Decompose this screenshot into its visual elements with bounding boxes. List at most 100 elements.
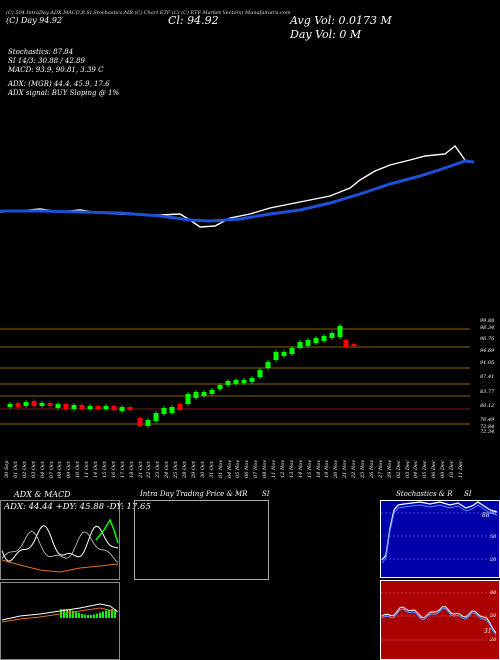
candle-body	[127, 407, 133, 410]
price-tick-label: 76.49	[480, 417, 495, 423]
macd-value: MACD: 93.9, 90.81, 3.39 C	[8, 66, 104, 74]
candle-body	[257, 370, 263, 377]
price-left-label: (C) Day 94.92	[6, 16, 63, 25]
candle-body	[217, 385, 223, 389]
adx-values: ADX: 44.44 +DY: 45.88 -DY: 17.65	[4, 502, 151, 512]
macd-histogram-bar	[111, 609, 113, 618]
price-tick-label: 72.34	[480, 429, 495, 435]
candle-body	[119, 407, 125, 411]
candle-body	[87, 406, 93, 409]
mr-panel-title: Intra Day Trading Price & MR	[140, 490, 248, 498]
adx-recent-segment	[95, 518, 119, 544]
candle-body	[337, 326, 343, 337]
candle-body	[201, 392, 207, 396]
ticker-strip: (C) 504 IntraDay ADX,MACD,B SI,Stochasti…	[6, 10, 291, 16]
price-tick-label: 94.69	[480, 348, 495, 354]
adx-value: ADX: (MGR) 44.4, 45.9, 17.6	[8, 80, 110, 88]
day-volume: Day Vol: 0 M	[290, 28, 362, 41]
macd-histogram-bar	[90, 614, 92, 618]
price-tick-label: 96.76	[480, 336, 495, 342]
candle-body	[273, 352, 279, 360]
si-signal-line	[381, 607, 497, 636]
candle-body	[343, 340, 349, 347]
candle-body	[169, 407, 175, 413]
price-tick-label: 80.12	[480, 403, 495, 409]
candle-body	[15, 403, 21, 407]
macd-histogram-bar	[108, 609, 110, 618]
stochastics-panel	[380, 500, 500, 578]
candle-body	[297, 342, 303, 348]
macd-histogram-bar	[87, 614, 89, 618]
macd-histogram-bar	[102, 611, 104, 618]
stoch-current-value: 88	[482, 512, 490, 519]
candle-body	[39, 403, 45, 406]
candle-body	[313, 338, 319, 343]
stoch-level-50: 50	[490, 534, 497, 540]
candle-body	[55, 404, 61, 408]
candle-body	[225, 381, 231, 385]
candle-body	[153, 413, 159, 421]
price-tick-label: 83.77	[480, 389, 495, 395]
macd-histogram-bar	[75, 611, 77, 618]
si-value: SI 14/3: 30.88 / 42.89	[8, 57, 85, 65]
candle-body	[329, 333, 335, 338]
candle-body	[185, 394, 191, 404]
mr-panel-si-label: SI	[262, 490, 270, 498]
candle-body	[23, 402, 29, 406]
adx-panel	[0, 500, 120, 580]
stoch-level-20: 20	[490, 557, 497, 563]
candle-body	[209, 390, 215, 394]
adx-panel-title: ADX & MACD	[14, 490, 71, 499]
adx-plus-di-line	[1, 525, 119, 562]
stoch-panel-title: Stochastics & R	[396, 490, 453, 498]
macd-signal-line	[1, 607, 119, 623]
main-price-chart	[0, 144, 475, 428]
candle-body	[241, 380, 247, 383]
macd-histogram-bar	[72, 610, 74, 618]
candle-body	[103, 406, 109, 409]
macd-histogram-bar	[81, 613, 83, 618]
candle-body	[281, 352, 287, 356]
price-tick-label: 91.05	[480, 360, 495, 366]
candle-body	[321, 336, 327, 341]
macd-histogram-bar	[99, 612, 101, 618]
si-line	[381, 605, 497, 634]
price-tick-label: 87.41	[480, 374, 495, 380]
candle-body	[47, 403, 53, 406]
candle-body	[233, 380, 239, 384]
macd-histogram-bar	[69, 609, 71, 618]
candle-body	[265, 362, 271, 368]
stochastics-k-line	[381, 501, 498, 561]
candle-body	[193, 392, 199, 398]
candle-body	[79, 405, 85, 409]
candle-body	[289, 348, 295, 354]
close-price: Cl: 94.92	[168, 14, 219, 27]
adx-line	[1, 559, 119, 573]
macd-histogram-bar	[78, 612, 80, 618]
candle-body	[111, 406, 117, 410]
candle-body	[137, 418, 143, 426]
stoch-panel-si-label: SI	[464, 490, 472, 498]
adx-signal: ADX signal: BUY Sloping @ 1%	[8, 89, 120, 97]
macd-histogram-bar	[105, 610, 107, 618]
mr-panel	[134, 500, 269, 580]
candle-body	[71, 405, 77, 409]
candle-body	[31, 401, 37, 406]
macd-histogram-bar	[84, 614, 86, 618]
stochastics-value: Stochastics: 87.84	[8, 48, 74, 56]
average-volume: Avg Vol: 0.0173 M	[290, 14, 392, 27]
price-tick-label: 72.84	[480, 424, 495, 430]
adx-minus-di-line	[1, 530, 119, 563]
si-panel	[380, 580, 500, 660]
candle-body	[7, 404, 13, 407]
candle-body	[95, 406, 101, 409]
macd-histogram-bar	[96, 613, 98, 618]
candle-body	[63, 404, 69, 409]
price-tick-label: 99.88	[480, 318, 495, 324]
macd-histogram-bar	[114, 609, 116, 618]
stochastics-d-line	[381, 504, 498, 564]
macd-line	[1, 603, 119, 621]
moving-average-line	[0, 159, 475, 223]
candle-body	[249, 378, 255, 382]
